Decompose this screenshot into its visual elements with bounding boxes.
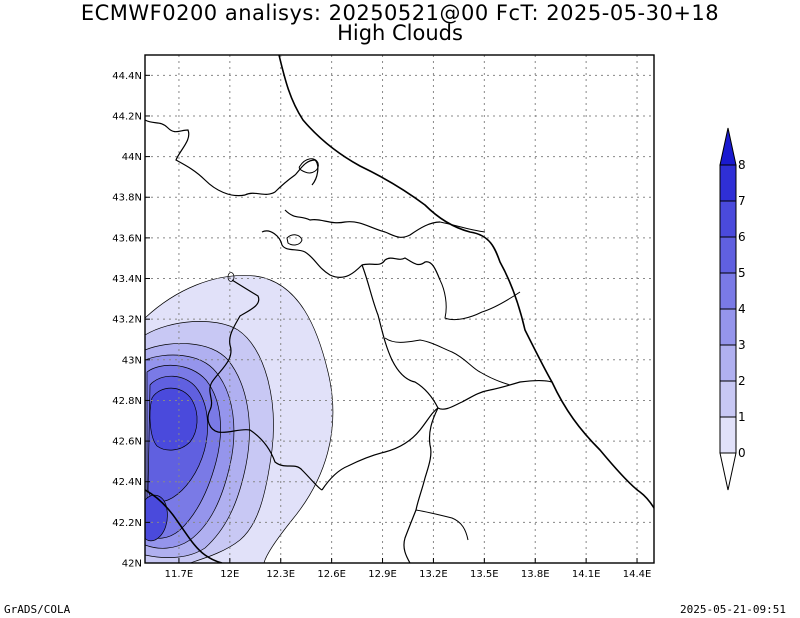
- lon-tick-label: 12E: [220, 569, 239, 580]
- chart-title: ECMWF0200 analisys: 20250521@00 FcT: 202…: [80, 1, 720, 25]
- cloud-cover-fill: [145, 272, 334, 563]
- border-province-3: [384, 337, 511, 386]
- lat-tick-label: 43N: [122, 355, 142, 366]
- colorbar-label: 2: [738, 374, 746, 388]
- lat-tick-label: 42.8N: [112, 396, 142, 407]
- lat-tick-label: 44.2N: [112, 111, 142, 122]
- lat-tick-label: 44.4N: [112, 71, 142, 82]
- colorbar-label: 4: [738, 302, 746, 316]
- map-grid: [145, 55, 654, 563]
- colorbar-label: 1: [738, 410, 746, 424]
- map-frame: [144, 54, 655, 564]
- border-province-4: [415, 509, 469, 541]
- colorbar-min-arrow: [719, 452, 737, 491]
- lon-tick-label: 14.1E: [572, 569, 601, 580]
- colorbar-box: [719, 344, 737, 382]
- lat-tick-label: 42.2N: [112, 518, 142, 529]
- colorbar-max-arrow: [719, 127, 737, 166]
- colorbar-label: 6: [738, 230, 746, 244]
- san-marino-outline: [298, 158, 319, 174]
- border-marche-abruzzo: [361, 264, 553, 410]
- cloud-level-7: [149, 387, 198, 451]
- border-tuscany-lazio: [207, 279, 323, 491]
- lat-tick-label: 43.2N: [112, 315, 142, 326]
- colorbar-label: 8: [738, 158, 746, 172]
- contour-zero-label-ring: [227, 272, 235, 282]
- colorbar-box: [719, 200, 737, 238]
- border-province-2: [439, 279, 521, 321]
- lon-tick-label: 12.6E: [317, 569, 346, 580]
- lat-tick-label: 43.6N: [112, 233, 142, 244]
- colorbar-label: 5: [738, 266, 746, 280]
- colorbar-label: 7: [738, 194, 746, 208]
- border-abruzzo-lazio: [403, 407, 439, 563]
- colorbar-box: [719, 380, 737, 418]
- colorbar-box: [719, 272, 737, 310]
- lon-tick-label: 12.3E: [266, 569, 295, 580]
- colorbar-box: [719, 308, 737, 346]
- lon-tick-label: 13.5E: [470, 569, 499, 580]
- lat-tick-label: 42.4N: [112, 477, 142, 488]
- lat-tick-label: 42.6N: [112, 437, 142, 448]
- footer-credit: GrADS/COLA: [4, 603, 71, 616]
- colorbar: 0 1 2 3 4 5 6 7 8: [719, 127, 746, 491]
- border-umbria-marche: [284, 209, 441, 238]
- lat-tick-label: 43.4N: [112, 274, 142, 285]
- lon-tick-label: 12.9E: [368, 569, 397, 580]
- lon-axis: 11.7E 12E 12.3E 12.6E 12.9E 13.2E 13.5E 13.8E 14…: [165, 558, 652, 580]
- footer-timestamp: 2025-05-21-09:51: [680, 603, 786, 616]
- coastline-west: [145, 489, 223, 563]
- cloud-level-7-south: [145, 494, 168, 542]
- lon-tick-label: 14.4E: [623, 569, 652, 580]
- lat-tick-label: 42N: [122, 559, 142, 570]
- border-umbria-lazio: [321, 407, 439, 491]
- border-tuscany-emilia: [145, 119, 319, 197]
- coastline-and-borders: [145, 55, 654, 563]
- border-province-1: [439, 221, 486, 233]
- colorbar-label: 0: [738, 446, 746, 460]
- chart-subtitle: High Clouds: [337, 21, 463, 45]
- lat-tick-label: 43.8N: [112, 193, 142, 204]
- lon-tick-label: 11.7E: [165, 569, 194, 580]
- colorbar-box: [719, 164, 737, 202]
- colorbar-box: [719, 236, 737, 274]
- lat-axis: 42N 42.2N 42.4N 42.6N 42.8N 43N 43.2N 43.4N 43.6…: [112, 71, 150, 570]
- coastline: [278, 55, 654, 509]
- lake-trasimeno: [286, 234, 303, 246]
- lon-tick-label: 13.2E: [419, 569, 448, 580]
- colorbar-label: 3: [738, 338, 746, 352]
- lat-tick-label: 44N: [122, 152, 142, 163]
- lon-tick-label: 13.8E: [521, 569, 550, 580]
- colorbar-box: [719, 416, 737, 454]
